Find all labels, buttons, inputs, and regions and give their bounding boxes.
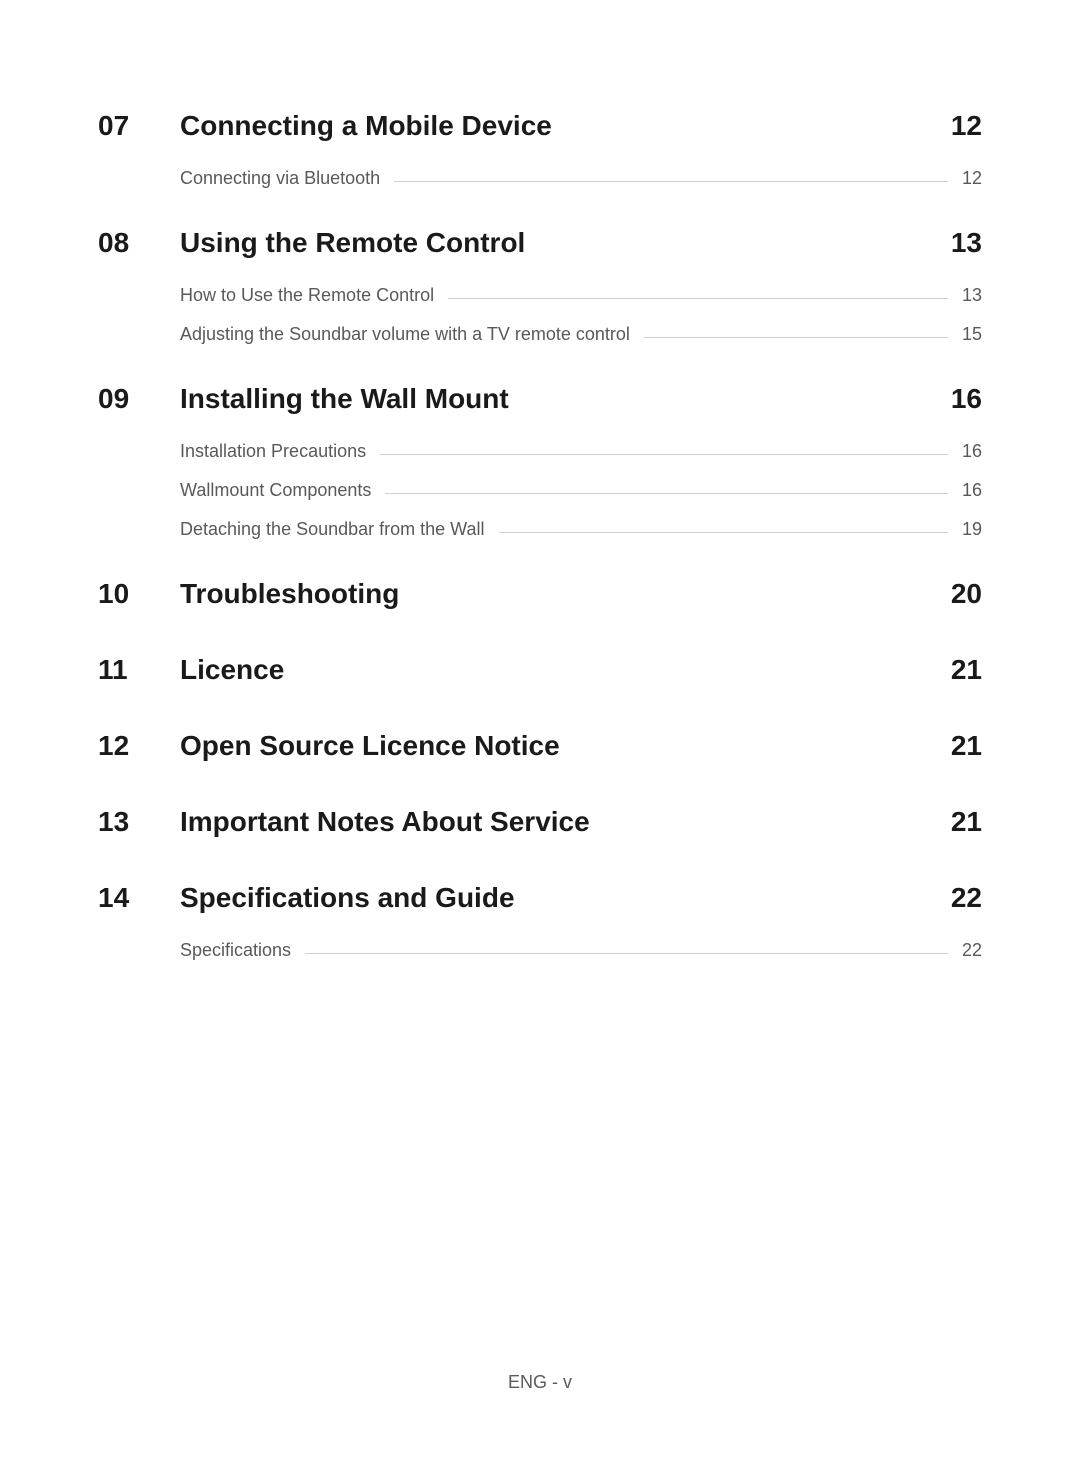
- toc-section-page: 13: [951, 227, 982, 259]
- toc-section: 11Licence 21: [98, 654, 982, 686]
- toc-section-title: Specifications and Guide: [180, 882, 931, 914]
- toc-section-header[interactable]: 08Using the Remote Control 13: [98, 227, 982, 259]
- toc-section-page: 16: [951, 383, 982, 415]
- toc-subsection[interactable]: Specifications 22: [98, 940, 982, 961]
- toc-leader-line: [499, 532, 948, 533]
- toc-section: 13Important Notes About Service 21: [98, 806, 982, 838]
- toc-section-header[interactable]: 07Connecting a Mobile Device 12: [98, 110, 982, 142]
- toc-section-number: 10: [98, 578, 180, 610]
- toc-subsection-page: 15: [962, 324, 982, 345]
- toc-section-title: Important Notes About Service: [180, 806, 931, 838]
- toc-section-page: 21: [951, 730, 982, 762]
- toc-section-header[interactable]: 13Important Notes About Service 21: [98, 806, 982, 838]
- toc-leader-line: [448, 298, 948, 299]
- toc-subsection[interactable]: Wallmount Components 16: [98, 480, 982, 501]
- toc-subsection-title: Connecting via Bluetooth: [180, 168, 380, 189]
- toc-subsection-page: 22: [962, 940, 982, 961]
- toc-section: 07Connecting a Mobile Device12Connecting…: [98, 110, 982, 189]
- toc-leader-line: [644, 337, 948, 338]
- toc-section-title: Using the Remote Control: [180, 227, 931, 259]
- toc-section: 08Using the Remote Control13How to Use t…: [98, 227, 982, 345]
- toc-subsection-page: 16: [962, 480, 982, 501]
- toc-subsection-page: 16: [962, 441, 982, 462]
- toc-section-number: 08: [98, 227, 180, 259]
- toc-section-page: 22: [951, 882, 982, 914]
- toc-section-title: Open Source Licence Notice: [180, 730, 931, 762]
- toc-section: 10Troubleshooting 20: [98, 578, 982, 610]
- toc-subsection-title: Adjusting the Soundbar volume with a TV …: [180, 324, 630, 345]
- toc-subsection[interactable]: Detaching the Soundbar from the Wall 19: [98, 519, 982, 540]
- toc-section-header[interactable]: 14Specifications and Guide 22: [98, 882, 982, 914]
- toc-section-title: Troubleshooting: [180, 578, 931, 610]
- toc-section-page: 12: [951, 110, 982, 142]
- toc-section-number: 14: [98, 882, 180, 914]
- toc-subsection[interactable]: Connecting via Bluetooth 12: [98, 168, 982, 189]
- toc-section-page: 20: [951, 578, 982, 610]
- toc-subsection-title: Installation Precautions: [180, 441, 366, 462]
- toc-leader-line: [305, 953, 948, 954]
- toc-section-number: 11: [98, 654, 180, 686]
- toc-section-header[interactable]: 12Open Source Licence Notice 21: [98, 730, 982, 762]
- toc-leader-line: [394, 181, 948, 182]
- toc-leader-line: [385, 493, 948, 494]
- toc-subsection-title: How to Use the Remote Control: [180, 285, 434, 306]
- toc-section-number: 13: [98, 806, 180, 838]
- toc-section-number: 09: [98, 383, 180, 415]
- toc-subsection-page: 12: [962, 168, 982, 189]
- toc-section-header[interactable]: 10Troubleshooting 20: [98, 578, 982, 610]
- toc-section-page: 21: [951, 654, 982, 686]
- toc-section-title: Licence: [180, 654, 931, 686]
- toc-section-page: 21: [951, 806, 982, 838]
- toc-subsection[interactable]: Adjusting the Soundbar volume with a TV …: [98, 324, 982, 345]
- toc-section-number: 12: [98, 730, 180, 762]
- toc-subsection-page: 19: [962, 519, 982, 540]
- toc-subsection-title: Specifications: [180, 940, 291, 961]
- toc-section-number: 07: [98, 110, 180, 142]
- page-footer: ENG - v: [0, 1372, 1080, 1393]
- toc-subsection-page: 13: [962, 285, 982, 306]
- toc-section: 14Specifications and Guide22Specificatio…: [98, 882, 982, 961]
- toc-section: 09Installing the Wall Mount16Installatio…: [98, 383, 982, 540]
- toc-section-header[interactable]: 09Installing the Wall Mount 16: [98, 383, 982, 415]
- toc-subsection[interactable]: How to Use the Remote Control 13: [98, 285, 982, 306]
- toc-leader-line: [380, 454, 948, 455]
- toc-subsection-title: Wallmount Components: [180, 480, 371, 501]
- toc-subsection[interactable]: Installation Precautions 16: [98, 441, 982, 462]
- toc-section-header[interactable]: 11Licence 21: [98, 654, 982, 686]
- toc-section: 12Open Source Licence Notice 21: [98, 730, 982, 762]
- toc-section-title: Connecting a Mobile Device: [180, 110, 931, 142]
- toc-section-title: Installing the Wall Mount: [180, 383, 931, 415]
- table-of-contents: 07Connecting a Mobile Device12Connecting…: [0, 0, 1080, 961]
- toc-subsection-title: Detaching the Soundbar from the Wall: [180, 519, 485, 540]
